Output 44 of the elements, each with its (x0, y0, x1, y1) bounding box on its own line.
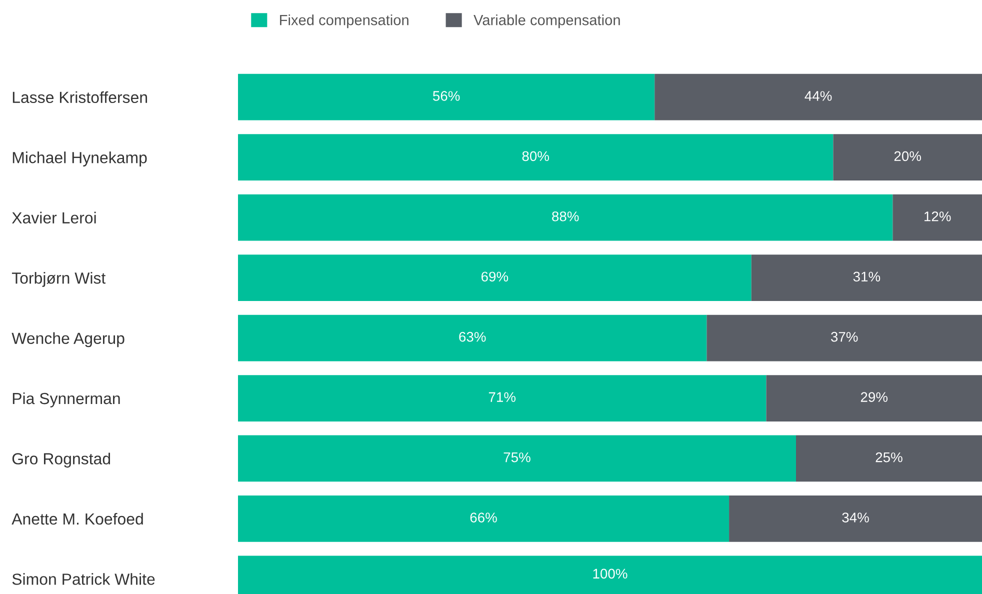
bar (892, 194, 982, 241)
y-tick-label: Lasse Kristoffersen (12, 91, 148, 104)
data-label: 75% (504, 452, 530, 462)
bar (654, 74, 982, 120)
bar (706, 314, 982, 362)
data-label: 12% (924, 211, 951, 222)
data-label: 56% (432, 91, 460, 101)
y-tick-label: Michael Hynekamp (12, 152, 147, 166)
y-tick-label: Gro Rognstad (12, 452, 110, 468)
data-label: 20% (894, 151, 922, 162)
data-label: 44% (804, 91, 832, 101)
bar (238, 74, 655, 120)
bar (751, 254, 982, 301)
bar (238, 134, 834, 181)
y-tick-label: Xavier Leroi (12, 212, 96, 224)
bar (833, 134, 982, 181)
y-tick-label: Pia Synnerman (12, 392, 120, 408)
data-label: 80% (522, 151, 550, 162)
y-tick-label: Wenche Agerup (12, 332, 124, 348)
data-label: 25% (876, 452, 902, 462)
bar (238, 254, 752, 301)
bar (238, 194, 893, 241)
data-label: 29% (860, 392, 888, 402)
data-label: 100% (593, 568, 628, 579)
data-label: 66% (470, 512, 497, 522)
data-label: 69% (481, 272, 508, 282)
bar (796, 435, 982, 482)
bar (238, 496, 730, 542)
legend-label: Variable compensation (474, 14, 620, 28)
y-tick-label: Simon Patrick White (12, 573, 155, 585)
data-label: 31% (853, 272, 880, 282)
bar (238, 435, 796, 482)
bar (238, 314, 707, 362)
data-label: 63% (459, 332, 486, 342)
y-tick-label: Anette M. Koefoed (12, 512, 143, 525)
data-label: 71% (488, 392, 516, 402)
data-label: 37% (830, 332, 858, 342)
bar (238, 375, 766, 422)
y-tick-label: Torbjørn Wist (12, 272, 106, 287)
bar (766, 375, 982, 422)
data-label: 34% (842, 512, 869, 522)
legend-label: Fixed compensation (280, 14, 408, 28)
data-label: 88% (552, 211, 579, 222)
bar (729, 496, 982, 542)
